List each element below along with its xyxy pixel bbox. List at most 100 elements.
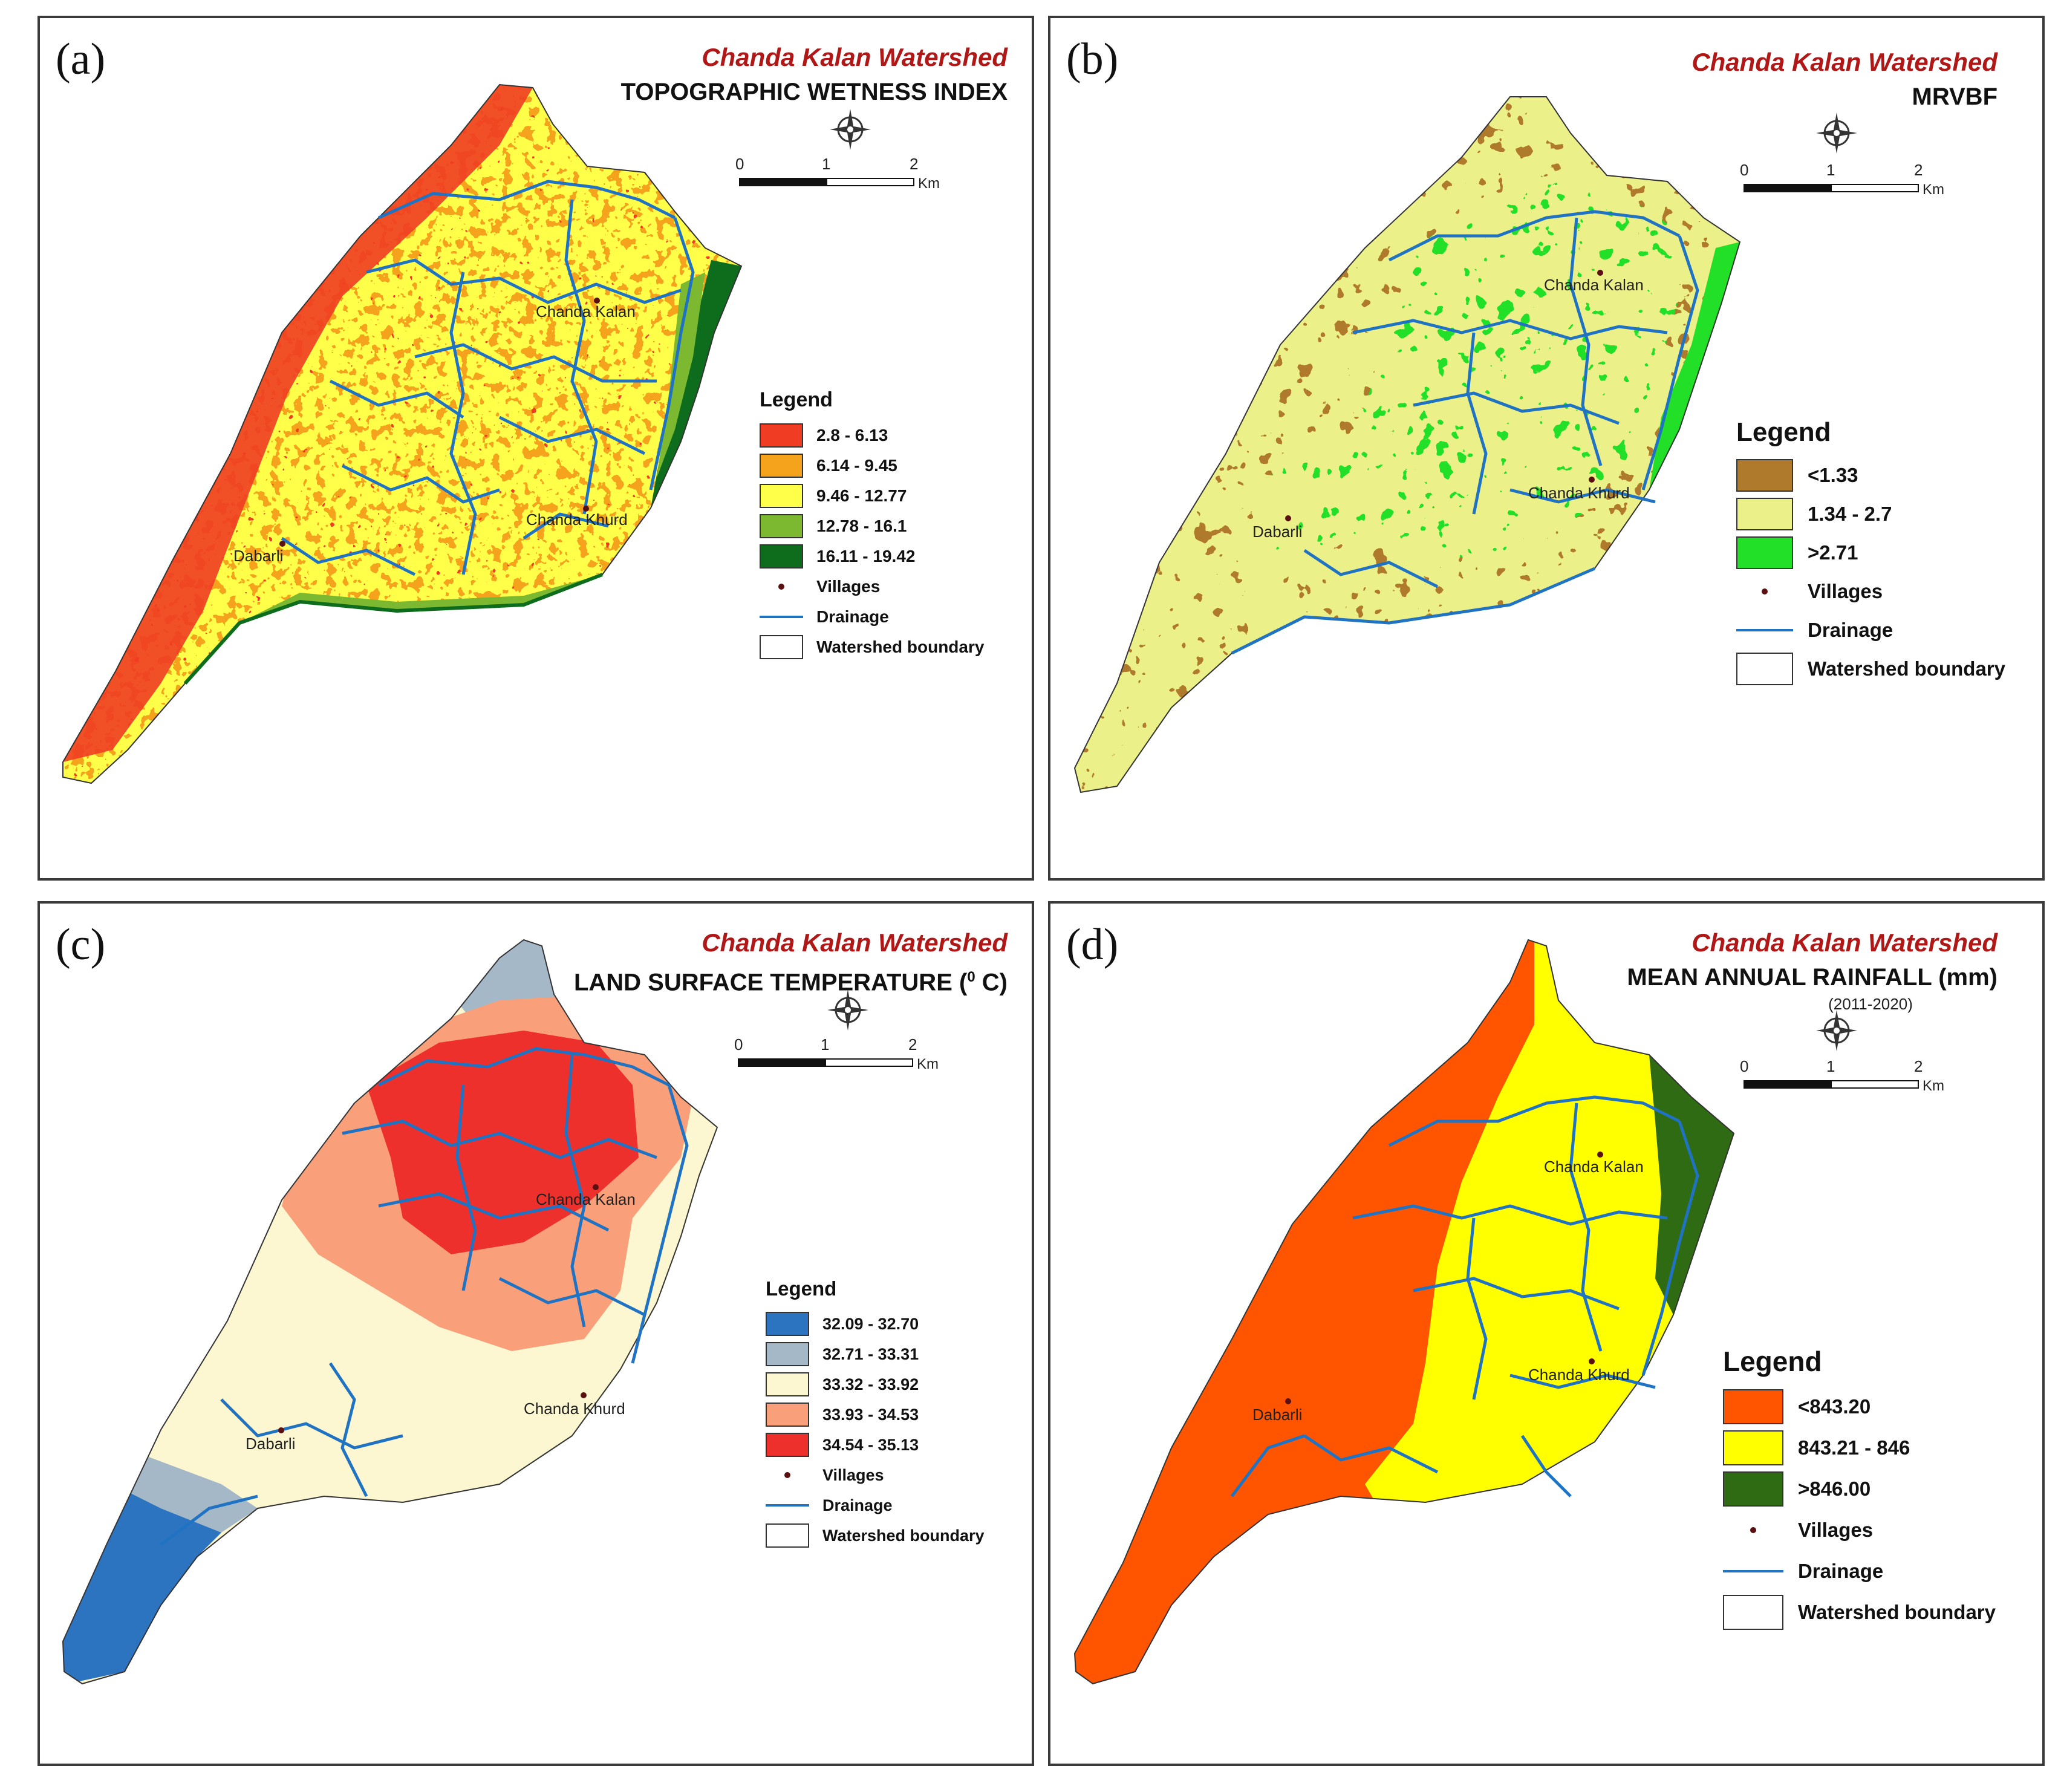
legend-item-boundary: Watershed boundary bbox=[760, 632, 984, 662]
village-marker bbox=[594, 298, 600, 304]
scale-tick: 0 bbox=[1740, 1057, 1749, 1075]
village-marker bbox=[1597, 270, 1603, 276]
scale-tick: 2 bbox=[1914, 1057, 1923, 1075]
legend-label: 32.71 - 33.31 bbox=[822, 1344, 919, 1363]
rainfall-map bbox=[1074, 939, 1734, 1684]
watershed-name: Chanda Kalan Watershed bbox=[702, 43, 1008, 71]
legend-swatch bbox=[760, 514, 803, 538]
village-label: Dabarli bbox=[1252, 523, 1303, 541]
village-label: Chanda Kalan bbox=[1544, 276, 1644, 294]
legend-swatch bbox=[1736, 536, 1793, 569]
legend-label: 34.54 - 35.13 bbox=[822, 1435, 919, 1454]
scale-unit: Km bbox=[918, 175, 940, 192]
legend-label: 33.32 - 33.92 bbox=[822, 1375, 919, 1393]
panel-label: (a) bbox=[56, 34, 106, 84]
legend-title: Legend bbox=[760, 388, 833, 411]
legend-item: 12.78 - 16.1 bbox=[760, 511, 984, 541]
map-period: (2011-2020) bbox=[1828, 995, 1913, 1013]
legend-item-villages: Villages bbox=[760, 572, 984, 602]
panel-c: (c) Chanda Kalan Watershed LAND SURFACE … bbox=[37, 901, 1034, 1766]
village-label: Chanda Khurd bbox=[1528, 1366, 1630, 1384]
legend-label: <843.20 bbox=[1798, 1395, 1871, 1418]
legend-swatch bbox=[1723, 1430, 1783, 1465]
scale-tick: 1 bbox=[1826, 1057, 1835, 1075]
village-marker bbox=[1285, 515, 1291, 521]
legend-item: 34.54 - 35.13 bbox=[766, 1430, 985, 1460]
scale-tick: 1 bbox=[821, 1035, 830, 1054]
legend-item-villages: Villages bbox=[1723, 1510, 1996, 1551]
drainage-line-icon bbox=[766, 1504, 809, 1507]
legend-label: 33.93 - 34.53 bbox=[822, 1405, 919, 1424]
village-label: Chanda Kalan bbox=[536, 302, 636, 321]
village-dot-icon bbox=[760, 584, 803, 590]
legend-label: Villages bbox=[1808, 580, 1883, 602]
village-marker bbox=[581, 1392, 587, 1398]
legend-item-boundary: Watershed boundary bbox=[1736, 650, 2005, 688]
village-marker bbox=[1597, 1152, 1603, 1158]
village-marker bbox=[583, 506, 589, 512]
legend-label: >2.71 bbox=[1808, 541, 1858, 564]
village-label: Chanda Khurd bbox=[1528, 484, 1630, 502]
panel-label: (d) bbox=[1066, 920, 1119, 969]
legend-item: 33.32 - 33.92 bbox=[766, 1369, 985, 1399]
watershed-name: Chanda Kalan Watershed bbox=[1691, 928, 1998, 957]
map-title: MRVBF bbox=[1912, 83, 1998, 110]
legend-label: <1.33 bbox=[1808, 464, 1858, 486]
legend-label: 9.46 - 12.77 bbox=[816, 486, 907, 505]
scale-bar: 0 1 2 Km bbox=[735, 155, 965, 197]
legend-item: 1.34 - 2.7 bbox=[1736, 495, 2005, 533]
panel-label: (b) bbox=[1066, 34, 1119, 84]
scale-tick: 0 bbox=[734, 1035, 743, 1054]
scale-unit: Km bbox=[1923, 181, 1944, 198]
drainage-line-icon bbox=[760, 616, 803, 618]
watershed-name: Chanda Kalan Watershed bbox=[702, 928, 1008, 957]
legend-swatch bbox=[766, 1433, 809, 1457]
legend-label: 32.09 - 32.70 bbox=[822, 1314, 919, 1333]
legend-swatch bbox=[760, 544, 803, 569]
legend-swatch bbox=[766, 1312, 809, 1336]
degree-mark: 0 bbox=[967, 969, 975, 985]
legend-swatch bbox=[1723, 1471, 1783, 1507]
legend-item-villages: Villages bbox=[766, 1460, 985, 1490]
legend-swatch bbox=[760, 423, 803, 448]
map-title: MEAN ANNUAL RAINFALL (mm) bbox=[1627, 964, 1998, 991]
legend-label: Drainage bbox=[816, 607, 889, 626]
legend-swatch bbox=[1723, 1389, 1783, 1424]
village-label: Dabarli bbox=[246, 1435, 296, 1453]
legend-item: <843.20 bbox=[1723, 1386, 1996, 1427]
legend-label: Drainage bbox=[1798, 1560, 1884, 1582]
north-arrow-icon bbox=[830, 109, 871, 150]
panel-b: (b) Chanda Kalan Watershed MRVBF 0 1 2 K… bbox=[1048, 16, 2045, 881]
mrvbf-map bbox=[1074, 96, 1740, 793]
legend-label: 12.78 - 16.1 bbox=[816, 516, 907, 535]
village-marker bbox=[278, 1427, 284, 1433]
legend-title: Legend bbox=[1736, 417, 1831, 447]
village-label: Dabarli bbox=[233, 547, 284, 565]
village-label: Chanda Khurd bbox=[526, 510, 628, 529]
village-label: Chanda Kalan bbox=[1544, 1158, 1644, 1176]
legend-label: 6.14 - 9.45 bbox=[816, 456, 897, 475]
map-title: TOPOGRAPHIC WETNESS INDEX bbox=[620, 79, 1008, 105]
village-marker bbox=[279, 541, 285, 547]
legend-swatch bbox=[766, 1342, 809, 1366]
drainage-line-icon bbox=[1723, 1570, 1783, 1572]
legend-item: 33.93 - 34.53 bbox=[766, 1399, 985, 1430]
legend-swatch bbox=[766, 1403, 809, 1427]
panel-a: (a) Chanda Kalan Watershed TOPOGRAPHIC W… bbox=[37, 16, 1034, 881]
legend-swatch bbox=[766, 1372, 809, 1396]
legend-swatch bbox=[760, 454, 803, 478]
legend-label: Watershed boundary bbox=[1798, 1601, 1996, 1623]
legend-item: 2.8 - 6.13 bbox=[760, 420, 984, 451]
legend-label: 2.8 - 6.13 bbox=[816, 426, 888, 445]
drainage-line-icon bbox=[1736, 629, 1793, 631]
north-arrow-icon bbox=[1816, 112, 1857, 154]
map-title-text: LAND SURFACE TEMPERATURE ( bbox=[573, 969, 968, 996]
north-arrow-icon bbox=[827, 989, 868, 1031]
legend-label: Villages bbox=[822, 1465, 884, 1484]
village-label: Chanda Kalan bbox=[536, 1190, 636, 1208]
legend-label: Drainage bbox=[1808, 619, 1893, 641]
legend-item: 843.21 - 846 bbox=[1723, 1427, 1996, 1468]
legend-item: 9.46 - 12.77 bbox=[760, 481, 984, 511]
legend: Legend 32.09 - 32.70 32.71 - 33.31 33.32 -… bbox=[766, 1277, 985, 1551]
panel-title: Chanda Kalan Watershed MEAN ANNUAL RAINF… bbox=[1453, 925, 1998, 1014]
